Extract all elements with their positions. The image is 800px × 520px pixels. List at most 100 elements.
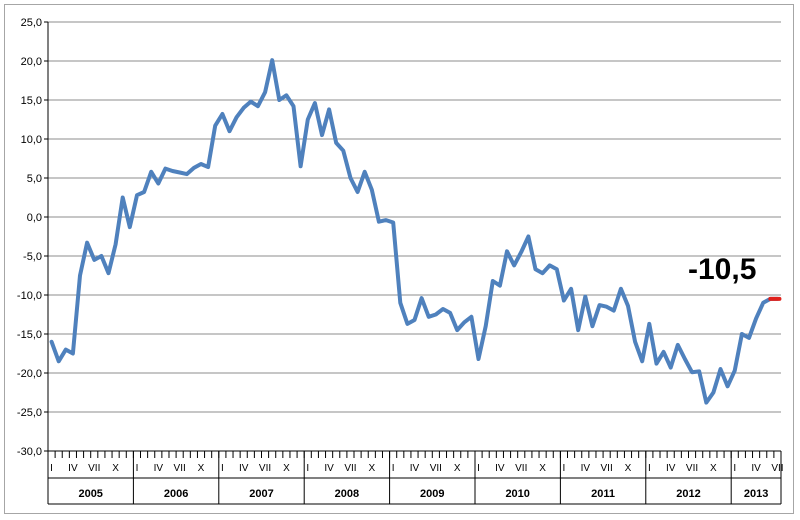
month-label: X [112,463,119,474]
data-point [706,402,707,403]
data-point [293,106,294,107]
month-label: VII [771,463,783,474]
month-label: VII [430,463,442,474]
data-point [265,92,266,93]
year-label: 2009 [420,488,444,500]
data-point [222,114,223,115]
data-point [257,106,258,107]
month-label: IV [68,463,78,474]
y-tick-label: -20,0 [17,368,42,380]
y-tick-label: 15,0 [21,95,42,107]
series-line [49,58,780,405]
year-label: 2013 [744,488,768,500]
data-point [606,306,607,307]
data-point [101,256,102,257]
year-label: 2005 [78,488,102,500]
data-point [72,353,73,354]
data-point [378,221,379,222]
data-point [428,316,429,317]
month-label: I [392,463,395,474]
data-point [236,117,237,118]
data-point [364,171,365,172]
y-tick-label: -15,0 [17,329,42,341]
data-point [186,174,187,175]
year-label: 2008 [335,488,359,500]
data-point [321,135,322,136]
data-point [478,358,479,359]
data-point [272,60,273,61]
data-point [371,189,372,190]
data-point [599,305,600,306]
data-point [471,316,472,317]
data-point [549,265,550,266]
data-point [229,131,230,132]
data-point [108,273,109,274]
series-layer [49,58,782,405]
data-point [307,119,308,120]
data-point [585,296,586,297]
data-point [713,392,714,393]
annotation-label: -10,5 [688,253,756,286]
y-tick-label: -25,0 [17,407,42,419]
data-point [300,166,301,167]
data-point [208,167,209,168]
data-point [492,280,493,281]
data-point [656,363,657,364]
month-label: VII [601,463,613,474]
data-point [535,269,536,270]
data-point [692,372,693,373]
month-label: IV [154,463,164,474]
data-point [670,367,671,368]
data-point [357,192,358,193]
month-label: I [648,463,651,474]
month-label: I [306,463,309,474]
y-axis: 25,0 20,0 15,0 10,0 5,0 0,0 -5,0 -10,0 -15,0 -20,… [17,17,49,458]
month-label: VII [174,463,186,474]
year-label: 2011 [591,488,615,500]
y-tick-label: 10,0 [21,134,42,146]
y-tick-label: -30,0 [17,446,42,458]
month-label: X [539,463,546,474]
data-point [350,178,351,179]
data-point [136,195,137,196]
data-point [250,101,251,102]
data-point [314,103,315,104]
y-tick-label: -5,0 [23,251,42,263]
month-label: X [710,463,717,474]
data-point [763,302,764,303]
data-point [748,337,749,338]
data-point [528,236,529,237]
year-label: 2006 [164,488,188,500]
data-point [620,288,621,289]
y-tick-label: 5,0 [27,173,42,185]
month-label: VII [344,463,356,474]
data-point [684,358,685,359]
data-point [485,326,486,327]
data-point [720,369,721,370]
data-point [201,163,202,164]
data-point [286,95,287,96]
data-point [172,170,173,171]
month-label: I [733,463,736,474]
data-point [80,275,81,276]
month-label: IV [410,463,420,474]
month-label: X [454,463,461,474]
month-label: X [625,463,632,474]
month-label: IV [751,463,761,474]
month-label: I [563,463,566,474]
data-point [94,259,95,260]
data-point [663,351,664,352]
month-label: IV [239,463,249,474]
gridlines [48,21,781,452]
y-tick-label: 25,0 [21,17,42,29]
data-point [129,227,130,228]
x-axis: I IV VII X I IV VII X I IV VII X I IV VII X I IV VII X I IV VI… [47,450,784,505]
data-point [450,312,451,313]
data-point [215,125,216,126]
month-label: VII [88,463,100,474]
data-point [613,310,614,311]
data-point [336,142,337,143]
data-point [144,192,145,193]
data-point [741,334,742,335]
